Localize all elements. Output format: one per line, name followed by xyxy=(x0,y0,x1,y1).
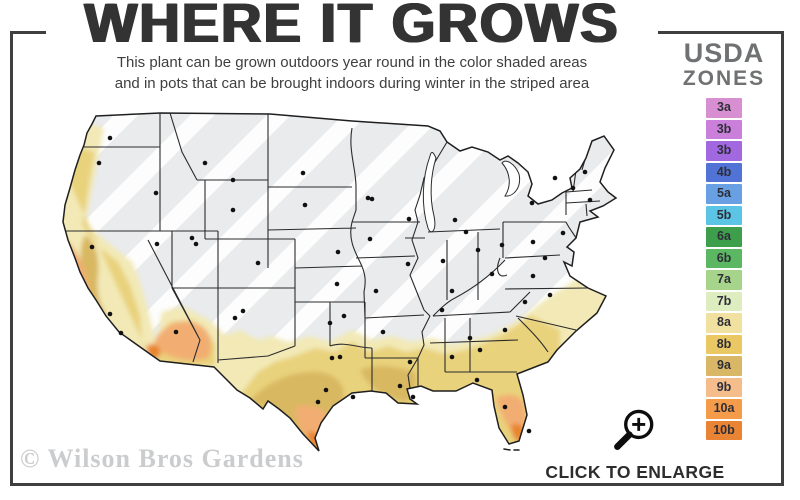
legend-title-usda: USDA xyxy=(683,38,765,68)
watermark: © Wilson Bros Gardens xyxy=(20,444,304,473)
legend-zone-7b: 7b xyxy=(706,291,742,312)
us-outline xyxy=(62,112,618,452)
lake-huron xyxy=(501,160,521,197)
click-to-enlarge[interactable]: CLICK TO ENLARGE xyxy=(540,404,730,483)
usda-zones-legend: USDA ZONES 3a 3b 3b 4b 5a 5b 6a 6b 7a 7b 8a 8b 9a 9b 1… xyxy=(660,40,788,442)
legend-zone-9a: 9a xyxy=(706,356,742,376)
subtitle-line-1: This plant can be grown outdoors year ro… xyxy=(116,54,588,72)
city-dots xyxy=(89,135,593,434)
legend-zone-6a: 6a xyxy=(706,227,742,247)
legend-zone-3b: 3b xyxy=(706,119,742,140)
subtitle-line-2: and in pots that can be brought indoors … xyxy=(114,74,590,92)
legend-zone-list: 3a 3b 3b 4b 5a 5b 6a 6b 7a 7b 8a 8b 9a 9b 10a 10b xyxy=(706,98,742,441)
zone-gold-region xyxy=(80,235,417,451)
legend-zone-8a: 8a xyxy=(706,313,742,333)
legend-zone-6b: 6b xyxy=(706,248,742,269)
magnifier-plus-icon xyxy=(614,409,654,450)
page-title: WHERE IT GROWS xyxy=(84,0,620,54)
legend-zone-3b: 3b xyxy=(706,141,742,161)
legend-zone-5b: 5b xyxy=(706,205,742,226)
lake-michigan xyxy=(422,152,437,233)
legend-zone-3a: 3a xyxy=(706,98,742,118)
header: WHERE IT GROWS This plant can be grown o… xyxy=(46,0,658,95)
florida-keys xyxy=(503,448,520,451)
legend-zone-5a: 5a xyxy=(706,184,742,204)
click-to-enlarge-label: CLICK TO ENLARGE xyxy=(545,462,725,482)
legend-zone-9b: 9b xyxy=(706,377,742,398)
legend-zone-10b: 10b xyxy=(706,420,742,441)
great-lakes xyxy=(422,152,521,233)
legend-zone-7a: 7a xyxy=(706,270,742,290)
legend-zone-10a: 10a xyxy=(706,399,742,419)
legend-title-zones: ZONES xyxy=(682,67,766,90)
legend-zone-8b: 8b xyxy=(706,334,742,355)
legend-zone-4b: 4b xyxy=(706,162,742,183)
